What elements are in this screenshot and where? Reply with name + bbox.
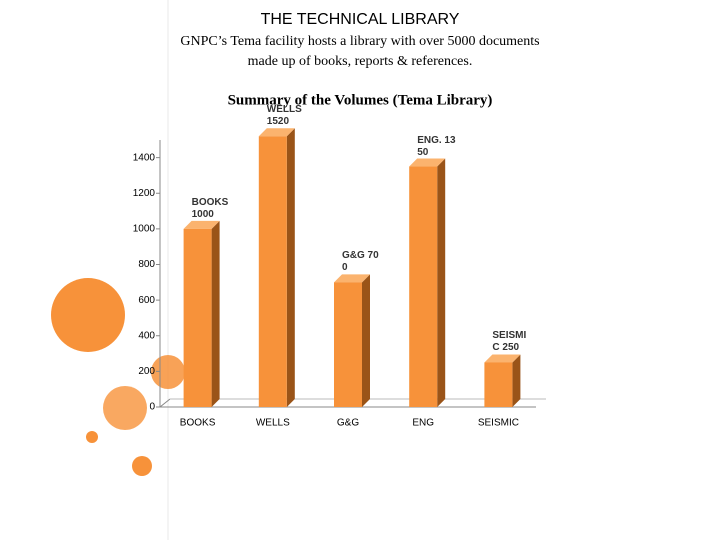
x-tick-label: BOOKS [180,418,216,429]
y-tick-label: 0 [149,402,155,413]
y-tick-label: 200 [138,366,155,377]
bar-top [484,354,521,363]
y-tick-label: 800 [138,259,155,270]
x-tick-label: ENG [412,418,434,429]
slide-title: THE TECHNICAL LIBRARY [261,11,460,28]
floor-edge [159,398,171,408]
bar [334,282,362,407]
bar-side [512,354,521,407]
value-label-box: SEISMIC 250 [492,330,527,354]
deco-circle [151,355,185,389]
y-tick-label: 400 [138,330,155,341]
x-tick-label: G&G [337,418,359,429]
value-label-box: G&G 700 [342,250,379,274]
subtitle: GNPC’s Tema facility hosts a library wit… [180,34,540,69]
subtitle-box: GNPC’s Tema facility hosts a library wit… [180,34,540,69]
value-label-box: BOOKS 1000 [191,196,229,220]
deco-circle [103,386,147,430]
y-tick-label: 1400 [133,152,156,163]
bar-side [362,274,370,407]
deco-circle [132,456,152,476]
value-label-box: WELLS 1520 [266,104,302,128]
bar-side [211,220,220,407]
value-label: SEISMIC 250 [492,330,527,354]
value-label: ENG. 1350 [417,134,456,158]
bar-top [409,158,446,167]
value-label-box: ENG. 1350 [417,134,456,158]
bar-top [183,220,220,229]
bar-top [258,128,295,137]
bar [484,362,513,407]
x-tick-label: WELLS [256,418,290,429]
value-label: BOOKS 1000 [191,196,229,220]
bar-side [437,158,446,407]
bar [183,228,212,407]
value-label: WELLS 1520 [266,104,302,128]
deco-circle [86,431,98,443]
y-tick-label: 1200 [133,188,156,199]
y-tick-label: 600 [138,295,155,306]
bar [409,166,438,407]
bar-top [334,274,370,283]
deco-circle [51,278,125,352]
bar [258,136,287,407]
bar-side [286,128,295,407]
chart-title: Summary of the Volumes (Tema Library) [228,92,493,108]
y-tick-label: 1000 [133,224,156,235]
x-tick-label: SEISMIC [478,418,519,429]
value-label: G&G 700 [342,250,379,274]
